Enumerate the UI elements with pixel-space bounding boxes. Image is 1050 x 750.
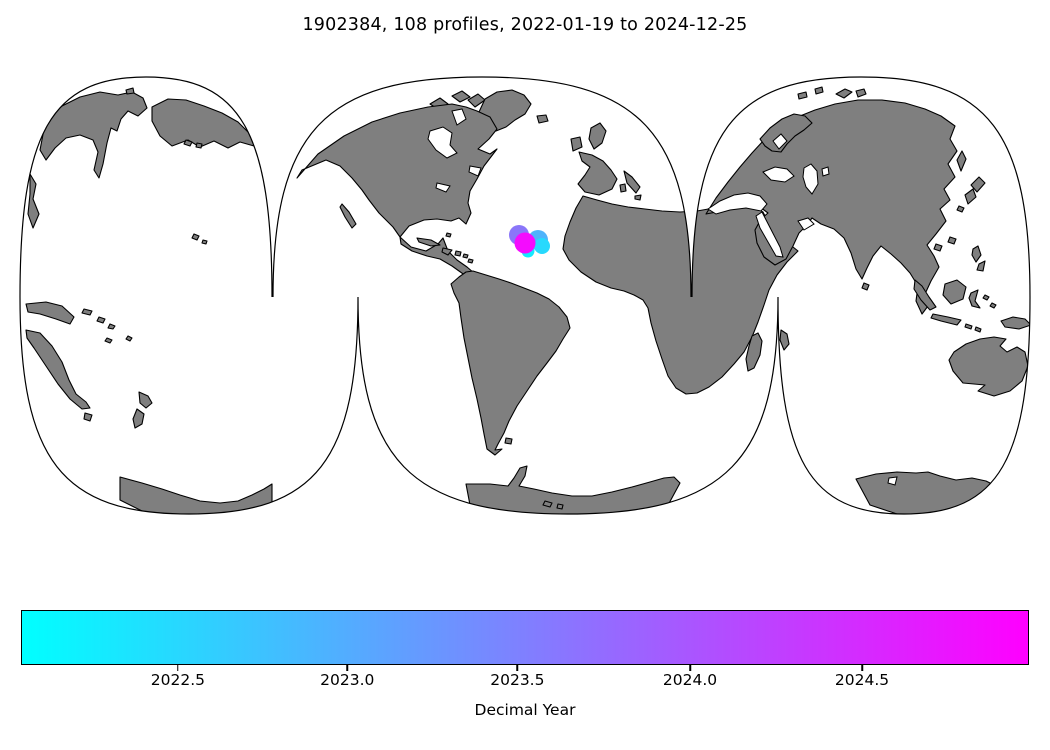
landmass-australia: [948, 336, 1029, 397]
landmass-hawaii: [191, 233, 208, 245]
hudson-bay: [427, 126, 458, 159]
landmass-hispaniola: [441, 247, 453, 256]
foxe-basin: [451, 108, 467, 126]
landmass-borneo: [942, 279, 967, 305]
landmass-antarctic-islands: [542, 500, 564, 510]
land-layer: [25, 86, 1032, 531]
world-map: [0, 40, 1050, 560]
landmass-kuril-japan-sliver: [27, 173, 40, 229]
landmass-britain: [588, 122, 607, 150]
landmass-novaya-zemlya: [797, 86, 867, 100]
landmass-new-guinea-east: [1000, 316, 1032, 330]
landmass-wrangel-island: [125, 87, 135, 95]
landmass-java: [930, 313, 962, 326]
great-lakes: [435, 182, 451, 193]
landmass-lesser-sunda: [964, 294, 997, 333]
landmass-hainan: [933, 243, 943, 252]
landmass-scandinavia: [759, 113, 813, 153]
colorbar-tick-mark: [689, 665, 691, 671]
landmass-iceland: [536, 114, 549, 124]
landmass-north-america: [296, 103, 498, 238]
colorbar-tick-label: 2024.5: [834, 671, 890, 689]
caspian-sea: [802, 163, 819, 195]
colorbar-tick-label: 2023.5: [490, 671, 545, 689]
landmass-sulawesi: [968, 289, 981, 309]
colorbar-tick-mark: [346, 665, 349, 671]
landmass-ireland: [570, 136, 583, 152]
landmass-south-america: [450, 270, 571, 456]
landmass-sardinia: [619, 183, 627, 193]
landmass-cuba: [416, 237, 441, 247]
landmass-falklands: [504, 437, 513, 445]
projection-mask-layer: [0, 40, 1050, 560]
landmass-japan: [956, 176, 986, 213]
landmass-sri-lanka: [861, 282, 870, 291]
landmass-solomons: [81, 308, 116, 330]
ross-notch: [887, 476, 898, 486]
landmass-new-guinea: [25, 301, 75, 325]
landmass-east-siberia: [39, 91, 148, 179]
colorbar-tick-mark: [516, 665, 519, 671]
figure-title: 1902384, 108 profiles, 2022-01-19 to 202…: [302, 15, 748, 35]
colorbar-tick-label: 2023.0: [320, 671, 375, 689]
landmass-philippines: [971, 245, 986, 272]
landmass-madagascar-sliver: [779, 329, 790, 351]
profile-points: [509, 225, 550, 258]
colorbar-tick-mark: [861, 665, 863, 671]
black-sea: [762, 166, 795, 183]
water-bodies-layer: [427, 108, 898, 486]
landmass-madagascar: [745, 332, 763, 372]
baltic-sea: [772, 133, 788, 150]
colorbar-axis-label: Decimal Year: [474, 701, 576, 719]
landmass-baja-california: [339, 203, 357, 229]
landmass-tasmania: [83, 412, 93, 422]
landmass-sicily: [634, 194, 642, 201]
landmass-antilles: [445, 232, 474, 264]
landmass-east-australia: [25, 329, 91, 410]
landmass-taiwan: [947, 236, 957, 245]
colorbar: [21, 610, 1029, 665]
colorbar-tick-label: 2024.0: [662, 671, 718, 689]
mediterranean-east: [707, 192, 768, 215]
landmass-new-zealand: [132, 391, 153, 429]
landmass-sumatra: [913, 279, 937, 311]
aral-sea: [821, 166, 830, 177]
colorbar-tick-mark: [177, 665, 179, 671]
landmass-central-america: [399, 236, 475, 277]
landmass-alaska: [151, 98, 255, 149]
gulf-st-lawrence: [468, 165, 482, 177]
landmass-sakhalin: [956, 150, 967, 172]
persian-gulf: [797, 217, 815, 231]
profile-point: [514, 232, 536, 254]
landmass-italy: [623, 170, 641, 194]
profile-point: [534, 238, 550, 254]
projection-boundary: [19, 76, 1031, 515]
landmass-fiji: [104, 335, 133, 344]
red-sea: [755, 211, 784, 258]
landmass-aleutians: [183, 139, 203, 149]
landmass-iberia-france: [577, 151, 618, 196]
colorbar-tick-label: 2022.5: [150, 671, 206, 689]
